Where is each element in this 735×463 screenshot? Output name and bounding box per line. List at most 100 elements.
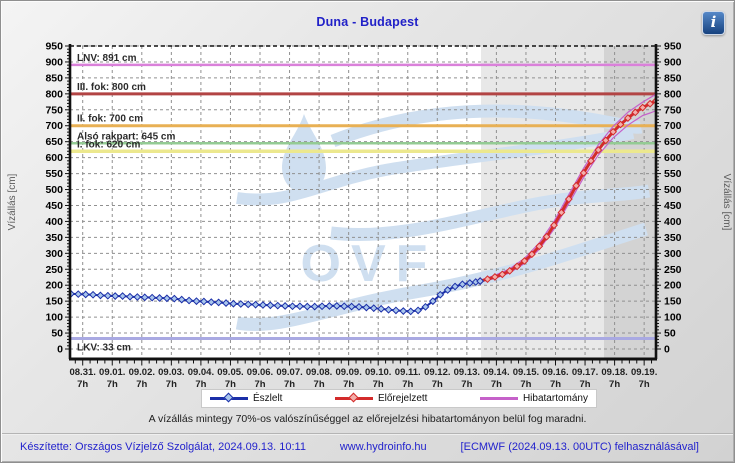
svg-text:400: 400 <box>45 216 63 228</box>
svg-text:600: 600 <box>45 152 63 164</box>
legend-label: Hibatartomány <box>522 393 588 404</box>
axes <box>68 44 658 361</box>
probability-note: A vízállás mintegy 70%-os valószínűségge… <box>148 413 587 425</box>
page-title: Duna - Budapest <box>316 15 419 29</box>
svg-text:250: 250 <box>45 264 63 276</box>
svg-text:200: 200 <box>664 280 682 292</box>
y-axis-title-right: Vízállás [cm] <box>721 174 732 231</box>
svg-text:09.01.: 09.01. <box>99 367 125 378</box>
svg-text:7h: 7h <box>77 379 88 390</box>
svg-text:600: 600 <box>664 152 682 164</box>
svg-text:0: 0 <box>664 344 670 356</box>
svg-text:7h: 7h <box>609 379 620 390</box>
chart-legend: Észlelt Előrejelzett Hibatartomány <box>201 389 597 408</box>
svg-text:850: 850 <box>664 72 682 84</box>
svg-text:500: 500 <box>664 184 682 196</box>
svg-text:550: 550 <box>45 168 63 180</box>
series-line-band <box>479 93 656 281</box>
svg-text:400: 400 <box>664 216 682 228</box>
svg-text:09.08.: 09.08. <box>306 367 332 378</box>
svg-text:09.02.: 09.02. <box>129 367 155 378</box>
svg-text:50: 50 <box>664 328 676 340</box>
region-extended-period <box>603 46 656 359</box>
water-level-chart: OVF LNV: 891 cm III. fok: 800 cm II. fok: 7… <box>7 41 732 391</box>
svg-text:100: 100 <box>664 312 682 324</box>
reference-label-ii-fok: II. fok: 700 cm <box>77 114 143 125</box>
svg-text:350: 350 <box>664 232 682 244</box>
svg-text:900: 900 <box>664 56 682 68</box>
reference-label-iii-fok: III. fok: 800 cm <box>77 82 146 93</box>
svg-text:700: 700 <box>664 120 682 132</box>
svg-text:09.07.: 09.07. <box>276 367 302 378</box>
svg-text:950: 950 <box>45 41 63 53</box>
svg-text:09.09.: 09.09. <box>335 367 361 378</box>
svg-text:7h: 7h <box>491 379 502 390</box>
svg-text:800: 800 <box>45 88 63 100</box>
legend-label: Előrejelzett <box>377 393 428 404</box>
svg-text:50: 50 <box>51 328 63 340</box>
svg-text:09.11.: 09.11. <box>395 367 421 378</box>
footer-link[interactable]: www.hydroinfo.hu <box>339 440 427 453</box>
svg-text:09.12.: 09.12. <box>424 367 450 378</box>
svg-text:7h: 7h <box>432 379 443 390</box>
svg-text:7h: 7h <box>225 379 236 390</box>
svg-text:850: 850 <box>45 72 63 84</box>
legend-marker-icon <box>223 392 234 403</box>
svg-text:7h: 7h <box>107 379 118 390</box>
svg-text:7h: 7h <box>314 379 325 390</box>
svg-text:09.04.: 09.04. <box>188 367 214 378</box>
legend-sample-line <box>334 392 373 403</box>
legend-label: Észlelt <box>253 393 283 404</box>
svg-text:7h: 7h <box>520 379 531 390</box>
svg-text:450: 450 <box>45 200 63 212</box>
svg-text:7h: 7h <box>402 379 413 390</box>
svg-text:750: 750 <box>45 104 63 116</box>
svg-text:150: 150 <box>45 296 63 308</box>
svg-text:550: 550 <box>664 168 682 180</box>
y-tick-labels: 0 0 50 50 100 100 150 150 200 200 250 250 300 300 350 3… <box>45 41 681 356</box>
svg-text:200: 200 <box>45 280 63 292</box>
footer-credit: Készítette: Országos Vízjelző Szolgálat,… <box>20 440 306 453</box>
svg-text:7h: 7h <box>639 379 650 390</box>
svg-text:150: 150 <box>664 296 682 308</box>
watermark-text: OVF <box>301 235 438 293</box>
series <box>70 93 656 316</box>
svg-text:7h: 7h <box>343 379 354 390</box>
svg-text:450: 450 <box>664 200 682 212</box>
svg-text:250: 250 <box>664 264 682 276</box>
svg-text:650: 650 <box>664 136 682 148</box>
svg-text:7h: 7h <box>136 379 147 390</box>
svg-text:09.19.: 09.19. <box>631 367 657 378</box>
svg-text:350: 350 <box>45 232 63 244</box>
svg-text:7h: 7h <box>550 379 561 390</box>
svg-text:09.03.: 09.03. <box>158 367 184 378</box>
footer-model-info: [ECMWF (2024.09.13. 00UTC) felhasználásá… <box>460 440 699 453</box>
svg-text:7h: 7h <box>195 379 206 390</box>
footer-bar: Készítette: Országos Vízjelző Szolgálat,… <box>2 433 733 459</box>
legend-sample-line <box>210 392 248 403</box>
reference-label-i-fok: I. fok: 620 cm <box>77 139 140 150</box>
x-ticks <box>74 360 653 366</box>
svg-text:09.13.: 09.13. <box>454 367 480 378</box>
svg-text:700: 700 <box>45 120 63 132</box>
svg-text:100: 100 <box>45 312 63 324</box>
svg-text:950: 950 <box>664 41 682 53</box>
svg-text:300: 300 <box>664 248 682 260</box>
svg-text:09.15.: 09.15. <box>513 367 539 378</box>
svg-text:800: 800 <box>664 88 682 100</box>
x-tick-labels: 08.31.7h09.01.7h09.02.7h09.03.7h09.04.7h… <box>69 367 657 390</box>
svg-text:7h: 7h <box>166 379 177 390</box>
svg-text:7h: 7h <box>580 379 591 390</box>
svg-text:09.17.: 09.17. <box>572 367 598 378</box>
svg-text:7h: 7h <box>254 379 265 390</box>
y-ticks <box>65 45 661 350</box>
svg-text:750: 750 <box>664 104 682 116</box>
reference-label-also-rakpart: Alsó rakpart: 645 cm <box>77 131 175 142</box>
svg-text:09.06.: 09.06. <box>247 367 273 378</box>
info-button[interactable]: i <box>702 11 725 35</box>
svg-text:7h: 7h <box>461 379 472 390</box>
series-markers-observed <box>70 277 485 316</box>
legend-marker-icon <box>348 392 359 403</box>
svg-text:0: 0 <box>57 344 63 356</box>
